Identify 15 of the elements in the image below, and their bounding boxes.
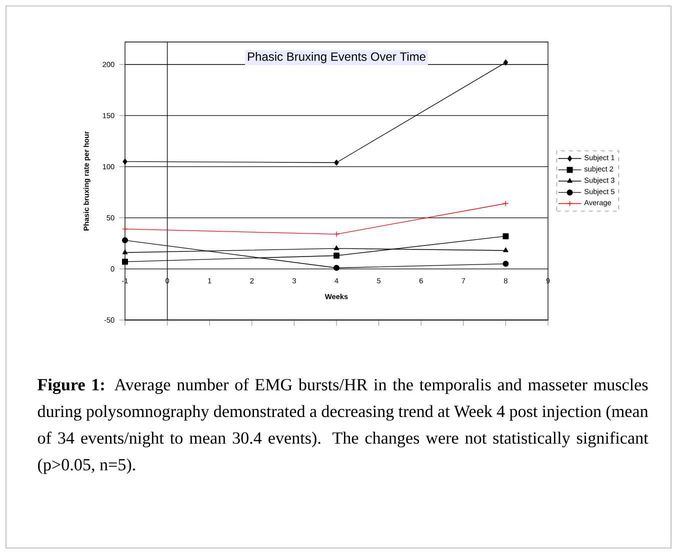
point <box>122 258 128 265</box>
text: Phasic Bruxing Events Over Time <box>248 52 426 64</box>
point <box>334 160 339 166</box>
point <box>122 158 128 165</box>
point <box>334 231 340 238</box>
point <box>122 250 128 254</box>
point <box>503 59 508 66</box>
point <box>502 260 509 267</box>
point <box>334 264 340 271</box>
point <box>334 245 340 250</box>
point <box>122 237 128 244</box>
point <box>503 248 508 252</box>
point <box>502 233 509 240</box>
point <box>334 252 340 259</box>
text: Figure 1: Average number of EMG bursts/HR in the temporalis and masseter muscles during polysomnography demonstrated a decreasing trend at Week 4 post injection (mean of 34 events/night to mean 30.4 events). The changes were not statistically significant (p>0.05, n=5). <box>38 378 648 474</box>
